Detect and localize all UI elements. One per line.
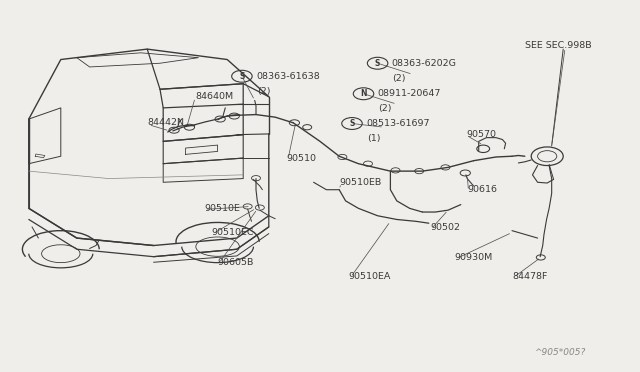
Text: (2): (2) [392,74,406,83]
Text: 90570: 90570 [466,130,496,139]
Text: 90510E: 90510E [205,204,241,213]
Text: 90510EB: 90510EB [339,178,381,187]
Text: 84478F: 84478F [512,272,547,280]
Text: (2): (2) [378,104,392,113]
Text: N: N [360,89,367,98]
Text: 90502: 90502 [430,223,460,232]
Text: 90510EC: 90510EC [211,228,253,237]
Text: 90510EA: 90510EA [349,272,391,280]
Text: 84442N: 84442N [147,118,184,127]
Text: S: S [349,119,355,128]
Text: 08363-61638: 08363-61638 [256,72,320,81]
Text: 90605B: 90605B [218,258,254,267]
Text: (1): (1) [367,134,380,143]
Text: 90930M: 90930M [454,253,493,262]
Text: 90510: 90510 [287,154,317,163]
Text: 90616: 90616 [467,185,497,194]
Text: 08911-20647: 08911-20647 [378,89,441,98]
Text: ^905*005?: ^905*005? [534,348,586,357]
Text: (2): (2) [257,87,270,96]
Text: 84640M: 84640M [195,92,234,101]
Text: S: S [239,72,244,81]
Text: S: S [375,59,380,68]
Text: SEE SEC.998B: SEE SEC.998B [525,41,591,50]
Text: 08513-61697: 08513-61697 [366,119,429,128]
Text: 08363-6202G: 08363-6202G [392,59,456,68]
